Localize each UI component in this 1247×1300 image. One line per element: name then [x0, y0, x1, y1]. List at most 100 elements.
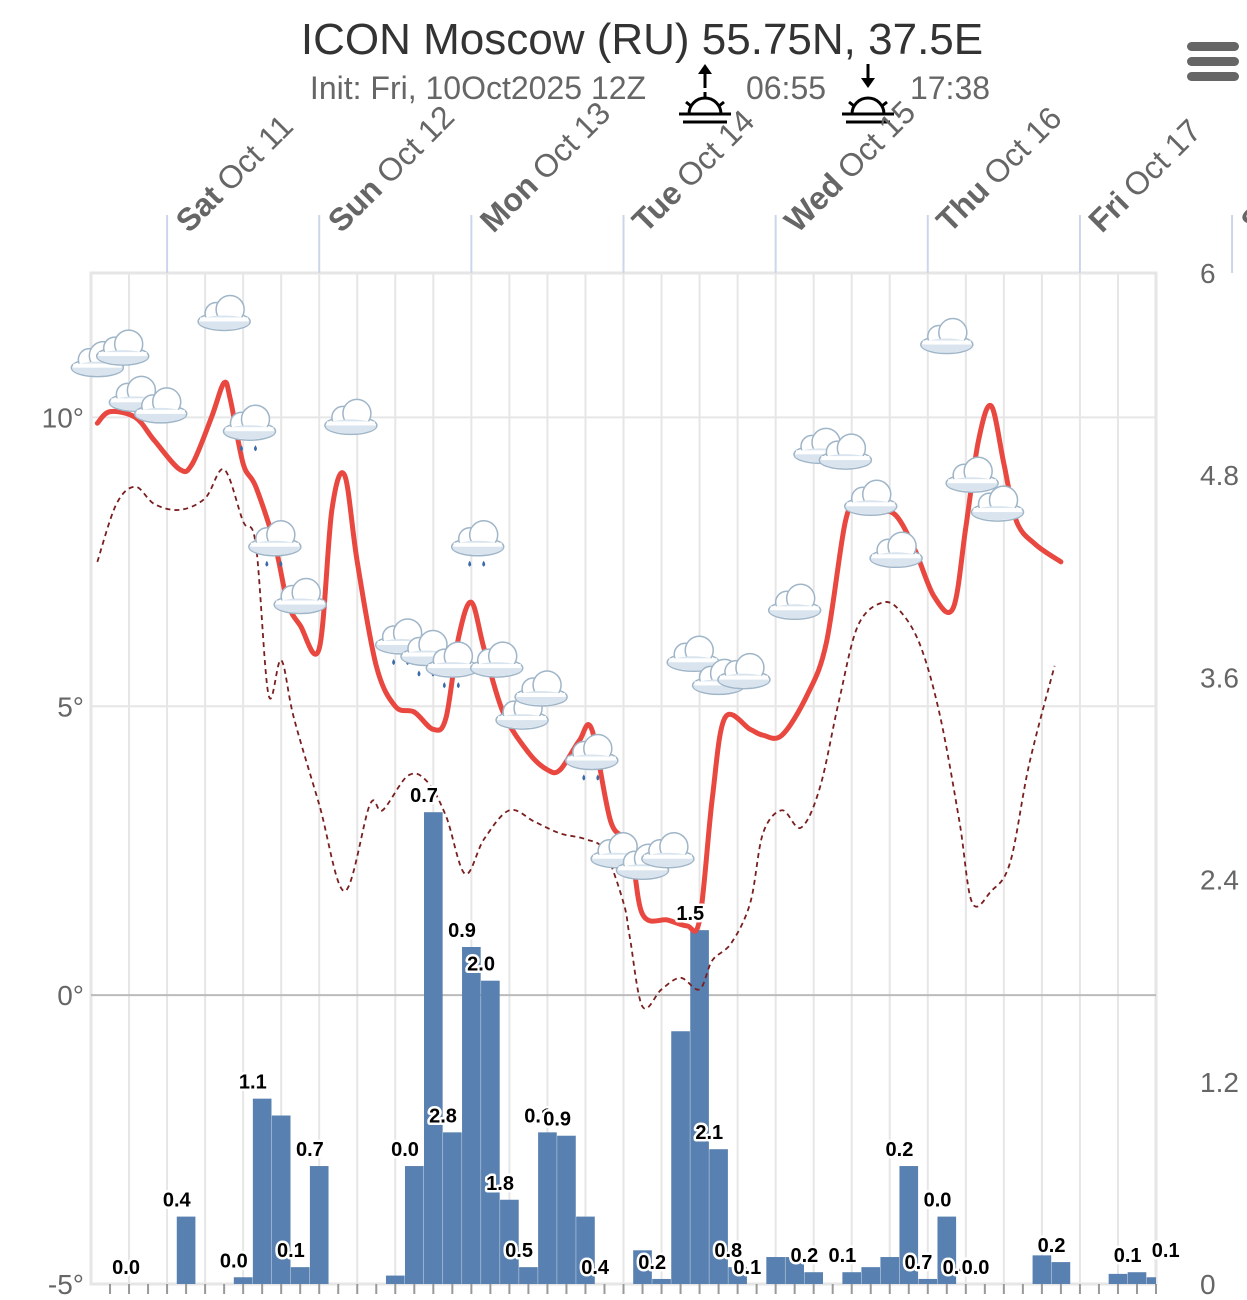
day-label: ThuOct 16 [929, 100, 1068, 239]
cloud-highlight [872, 554, 921, 559]
cloud-icon [95, 329, 150, 366]
precip-value-label: 0.4 [581, 1257, 610, 1279]
y-axis-right-label: 3.6 [1200, 662, 1239, 693]
day-label-dow: Thu [929, 172, 996, 239]
y-axis-right-label: 4.8 [1200, 460, 1239, 491]
precip-value-label: 0.0 [112, 1257, 140, 1279]
precip-value-label: 0.2 [790, 1245, 818, 1267]
precip-bar [462, 947, 481, 1284]
day-label: SatOct 11 [169, 108, 300, 239]
precip-bar [309, 1166, 329, 1284]
cloud-highlight [276, 600, 325, 605]
cloud-icon [469, 641, 524, 678]
cloud-icon [717, 652, 771, 690]
day-label-dow: Wed [777, 166, 850, 239]
cloud-highlight [517, 692, 566, 697]
y-axis-right-label: 1.2 [1200, 1067, 1239, 1098]
precip-bar [481, 980, 500, 1284]
y-axis-left-label: 0° [57, 980, 84, 1011]
precip-bar [1127, 1272, 1147, 1284]
precip-bar [576, 1216, 595, 1284]
precip-value-label: 0.1 [828, 1245, 856, 1267]
precip-bar [880, 1257, 900, 1284]
hamburger-menu-icon[interactable] [1187, 42, 1239, 81]
cloud-highlight [498, 716, 547, 721]
cloud-icon [641, 831, 695, 869]
precip-value-label: 0.2 [1038, 1235, 1066, 1257]
cloud-icon [324, 398, 378, 436]
raindrop [482, 560, 486, 567]
raindrop [442, 682, 446, 689]
precip-value-label: 0.1 [1114, 1245, 1142, 1267]
precip-value-label: 0.1 [277, 1240, 305, 1262]
y-axis-right-label: 2.4 [1200, 865, 1239, 896]
day-label-dow: Sun [321, 171, 389, 239]
day-label-date: Oct 16 [976, 100, 1068, 192]
precip-bar [1108, 1273, 1128, 1284]
cloud-icon [945, 456, 999, 493]
light-rain-icon [450, 519, 505, 567]
precip-bar [804, 1272, 823, 1284]
precip-bar [690, 930, 709, 1284]
light-rain-icon [565, 733, 619, 781]
cloud-icon [514, 670, 568, 707]
cloud-highlight [821, 456, 870, 461]
precip-value-label: 0.0 [962, 1257, 990, 1279]
light-rain-icon [425, 641, 480, 689]
precip-bar [233, 1277, 253, 1284]
y-axis-left-label: 10° [42, 402, 84, 433]
y-axis-left-label: -5° [48, 1269, 84, 1300]
precip-bar [176, 1216, 196, 1284]
precip-bar [671, 1031, 690, 1284]
cloud-highlight [402, 652, 451, 657]
precip-bar [404, 1166, 424, 1284]
day-label-date: Oct 14 [669, 103, 761, 195]
precip-value-label: 0.5 [505, 1240, 533, 1262]
precip-value-label: 0.8 [714, 1240, 742, 1262]
day-label-date: Oct 15 [830, 94, 922, 186]
precip-bar [861, 1267, 881, 1284]
day-label-date: Oct 12 [369, 98, 461, 190]
precip-bar [899, 1166, 919, 1284]
precip-bar [842, 1272, 862, 1284]
raindrop [392, 658, 396, 665]
precip-bar [918, 1278, 938, 1284]
precip-value-label: 1.1 [239, 1072, 267, 1094]
raindrop [239, 445, 243, 452]
precip-value-label: 0.7 [296, 1139, 324, 1161]
day-label: MonOct 13 [473, 95, 617, 239]
raindrop [279, 560, 283, 567]
precip-value-label: 0.1 [524, 1105, 552, 1127]
cloud-icon [843, 479, 898, 517]
y-axis-right-label: 0 [1200, 1269, 1216, 1300]
cloud-highlight [643, 854, 692, 859]
precip-bar [290, 1267, 310, 1284]
precip-bar [709, 1149, 728, 1284]
cloud-icon [869, 531, 923, 569]
day-label-dow: Mon [473, 167, 545, 239]
sunset-icon [842, 64, 894, 124]
precip-value-label: 0.0 [391, 1139, 419, 1161]
precip-bar [728, 1267, 747, 1284]
precip-value-label: 1.5 [676, 903, 704, 925]
raindrop [468, 560, 472, 567]
precip-value-label: 2.1 [695, 1122, 723, 1144]
cloud-highlight [796, 450, 845, 455]
precip-value-label: 0.9 [448, 920, 476, 942]
cloud-icon [818, 433, 873, 470]
precip-value-label: 0.9 [543, 1109, 571, 1131]
cloud-highlight [73, 363, 122, 368]
cloud-highlight [719, 675, 768, 680]
cloud-icon [197, 294, 251, 332]
precip-value-label: 2.0 [467, 954, 495, 976]
precip-value-label: 0.0 [220, 1250, 248, 1272]
precip-bar [1146, 1277, 1156, 1284]
precip-bar [252, 1098, 272, 1284]
raindrop [596, 774, 600, 781]
raindrop [253, 445, 257, 452]
precip-bar [937, 1216, 957, 1284]
precip-value-label: 0.1 [733, 1257, 761, 1279]
precip-bar [519, 1267, 538, 1284]
day-label: SatOct 18 [1234, 106, 1247, 239]
y-axis-right-label: 6 [1200, 258, 1216, 289]
